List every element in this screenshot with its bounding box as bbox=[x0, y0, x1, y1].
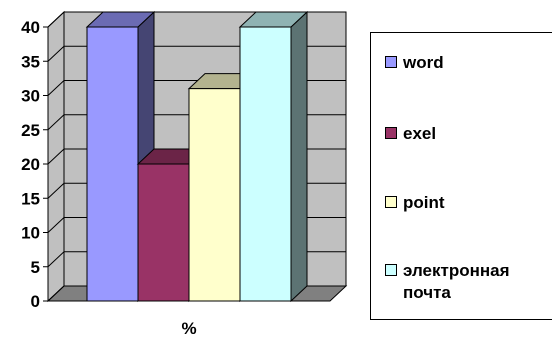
y-tick-label: 20 bbox=[21, 155, 40, 174]
y-tick-label: 5 bbox=[31, 258, 40, 277]
legend-label-email-line2: почта bbox=[403, 283, 451, 302]
y-tick-label: 35 bbox=[21, 52, 40, 71]
legend-swatch-point bbox=[385, 196, 397, 208]
gridline bbox=[47, 11, 346, 28]
legend-swatch-exel bbox=[385, 127, 397, 139]
bar-электронная-почта bbox=[238, 10, 309, 303]
legend-swatch-word bbox=[385, 56, 397, 68]
legend-label-word: word bbox=[403, 53, 444, 72]
legend-label-point: point bbox=[403, 193, 445, 212]
legend-label-email: электронная bbox=[403, 261, 510, 280]
y-tick-label: 10 bbox=[21, 224, 40, 243]
bar-front bbox=[188, 88, 241, 302]
y-tick-label: 30 bbox=[21, 87, 40, 106]
bar-side bbox=[290, 10, 308, 303]
y-tick-label: 0 bbox=[31, 292, 40, 311]
legend-swatch-email bbox=[385, 264, 397, 276]
bar-front bbox=[86, 26, 139, 302]
bar-front bbox=[137, 163, 190, 302]
legend-label-exel: exel bbox=[403, 124, 437, 143]
legend: word exel point электронная почта bbox=[370, 32, 552, 320]
y-tick-label: 15 bbox=[21, 189, 40, 208]
y-tick-label: 40 bbox=[21, 18, 40, 37]
x-category-label: % bbox=[181, 319, 196, 338]
bar-front bbox=[239, 26, 292, 302]
y-tick-label: 25 bbox=[21, 121, 40, 140]
